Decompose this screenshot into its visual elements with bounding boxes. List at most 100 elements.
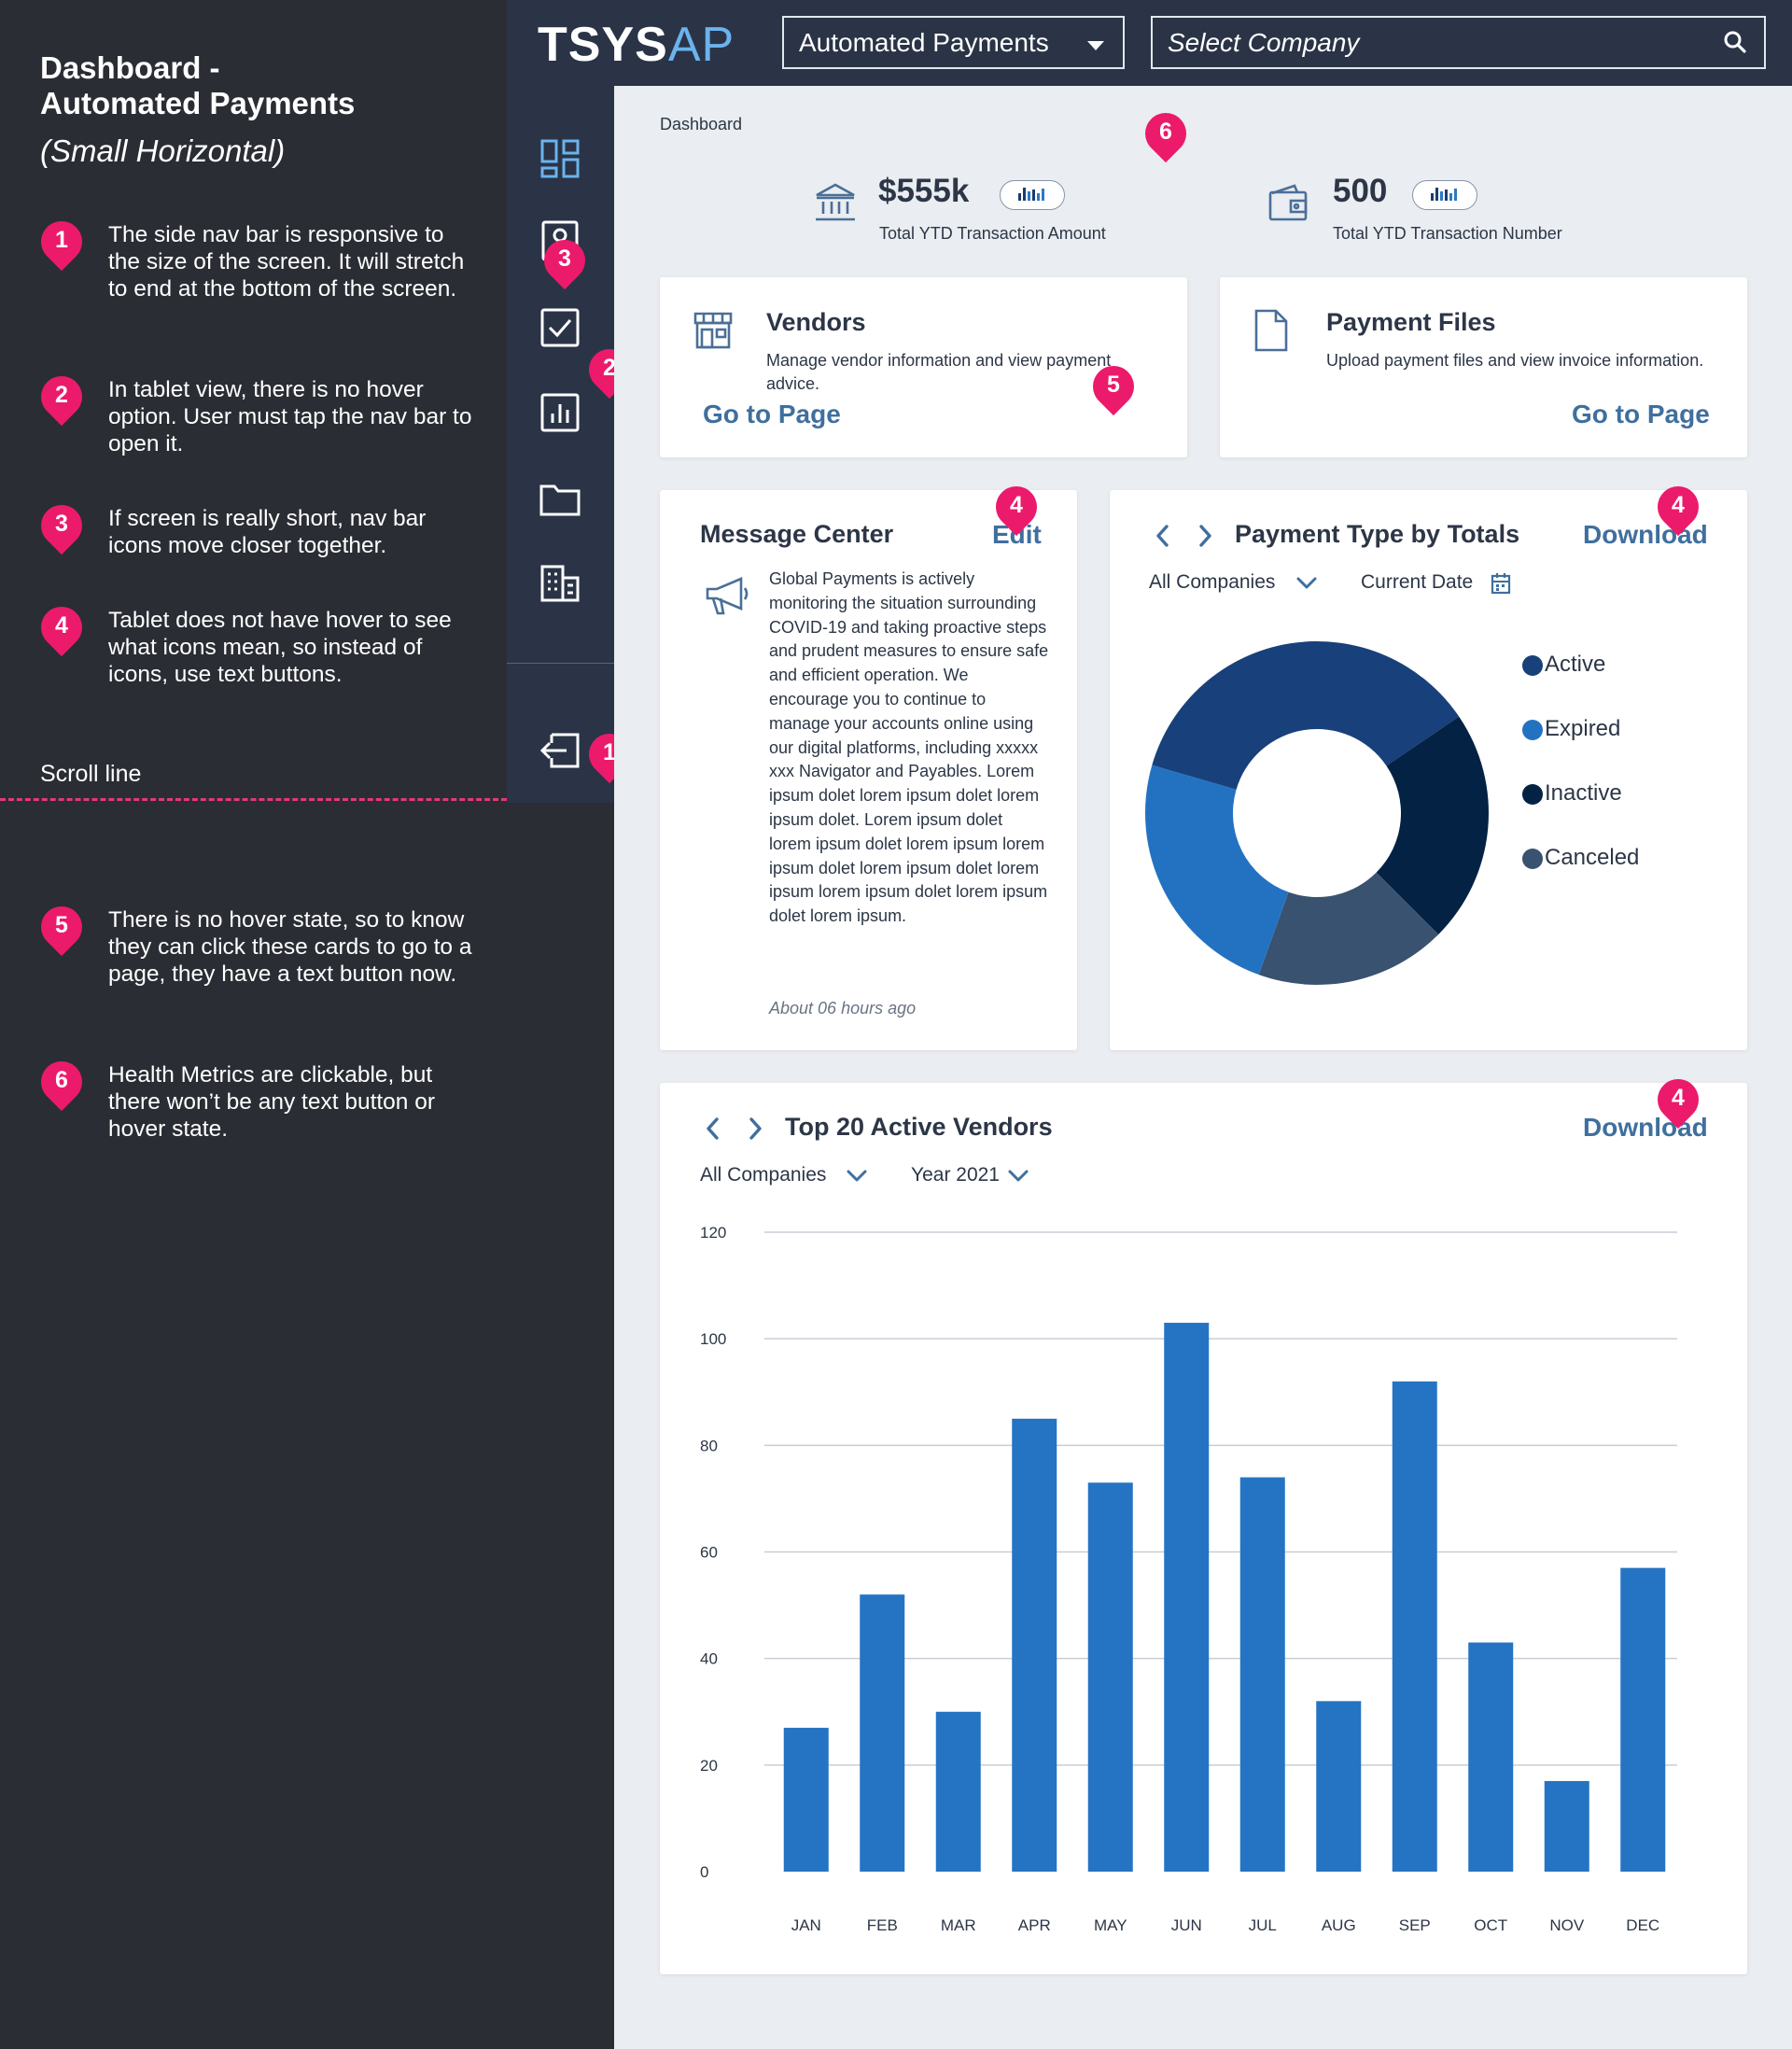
approvals-checkbox-icon[interactable] xyxy=(539,306,581,349)
year-filter-dropdown[interactable]: Year 2021 xyxy=(911,1164,1029,1186)
vendors-card[interactable] xyxy=(660,277,1187,457)
bar-jun xyxy=(1164,1323,1210,1872)
y-tick-label: 20 xyxy=(700,1757,718,1775)
legend-expired: Expired xyxy=(1522,716,1620,742)
x-tick-label: SEP xyxy=(1399,1916,1431,1934)
company-filter-label: All Companies xyxy=(1149,571,1276,593)
bar-may xyxy=(1087,1482,1133,1872)
metric-value: $555k xyxy=(878,173,970,209)
legend-active: Active xyxy=(1522,652,1605,678)
x-tick-label: DEC xyxy=(1626,1916,1659,1934)
pin-marker-icon: 2 xyxy=(580,340,639,400)
bar-aug xyxy=(1316,1701,1362,1872)
x-tick-label: MAY xyxy=(1094,1916,1127,1934)
folder-icon[interactable] xyxy=(539,477,581,520)
vendors-card-title: Vendors xyxy=(766,308,866,336)
company-search-input[interactable] xyxy=(1153,18,1713,67)
file-icon xyxy=(1252,308,1291,358)
pin-marker-icon: 6 xyxy=(32,1052,91,1112)
y-tick-label: 80 xyxy=(700,1437,718,1454)
legend-canceled: Canceled xyxy=(1522,845,1639,871)
metric-value: 500 xyxy=(1333,173,1388,209)
date-filter[interactable]: Current Date xyxy=(1361,571,1511,595)
metric-label: Total YTD Transaction Amount xyxy=(879,224,1106,243)
bar-dec xyxy=(1620,1567,1666,1872)
payment-files-go-to-page-button[interactable]: Go to Page xyxy=(1572,400,1710,428)
reports-chart-icon[interactable] xyxy=(539,391,581,434)
pin-marker-icon: 5 xyxy=(1084,357,1143,416)
date-filter-label: Current Date xyxy=(1361,571,1474,593)
notes-title: Dashboard - xyxy=(40,50,220,85)
x-tick-label: NOV xyxy=(1549,1916,1585,1934)
pin-marker-icon: 4 xyxy=(1648,1070,1708,1130)
notes-subtitle: (Small Horizontal) xyxy=(40,133,286,168)
bank-icon xyxy=(813,180,858,230)
company-filter-dropdown[interactable]: All Companies xyxy=(1149,571,1317,594)
payment-files-card-desc: Upload payment files and view invoice in… xyxy=(1326,351,1704,370)
bar-jan xyxy=(783,1727,829,1872)
pin-marker-icon: 3 xyxy=(32,496,91,555)
company-search-field[interactable] xyxy=(1151,16,1766,69)
x-tick-label: JUN xyxy=(1171,1916,1202,1934)
scroll-line-label: Scroll line xyxy=(40,761,142,787)
bar-oct xyxy=(1468,1642,1514,1872)
top-vendors-title: Top 20 Active Vendors xyxy=(785,1113,1053,1141)
breadcrumb[interactable]: Dashboard xyxy=(660,115,743,133)
payment-files-card[interactable] xyxy=(1220,277,1747,457)
chevron-down-icon xyxy=(1008,1170,1029,1182)
year-filter-label: Year 2021 xyxy=(911,1164,1000,1186)
x-tick-label: FEB xyxy=(867,1916,898,1934)
pin-marker-icon: 4 xyxy=(987,477,1046,537)
bar-mar xyxy=(935,1711,981,1872)
app-logo[interactable]: TSYSAP xyxy=(538,18,735,72)
wallet-icon xyxy=(1267,180,1311,230)
chevron-left-icon[interactable] xyxy=(702,1115,724,1143)
donut-slice-canceled xyxy=(1258,872,1439,985)
caret-down-icon xyxy=(1087,41,1104,50)
y-tick-label: 60 xyxy=(700,1544,718,1562)
scroll-line xyxy=(0,798,507,801)
store-icon xyxy=(692,310,735,356)
legend-swatch xyxy=(1522,720,1543,740)
sparkline-icon xyxy=(1000,180,1065,210)
bar-apr xyxy=(1012,1418,1057,1872)
chevron-right-icon[interactable] xyxy=(744,1115,766,1143)
vendors-go-to-page-button[interactable]: Go to Page xyxy=(703,400,841,428)
annotation-panel: Dashboard - Automated Payments (Small Ho… xyxy=(0,0,507,2049)
chevron-right-icon[interactable] xyxy=(1194,522,1216,550)
donut-slice-expired xyxy=(1145,765,1289,975)
legend-swatch xyxy=(1522,655,1543,676)
top-vendors-bar-chart: 0 20 40 60 80 100 120 JAN FEB MAR APR MAY JUN JUL AUG S… xyxy=(700,1224,1677,1934)
search-icon[interactable] xyxy=(1723,30,1747,59)
metric-label: Total YTD Transaction Number xyxy=(1333,224,1562,243)
pin-marker-icon: 1 xyxy=(580,724,639,784)
company-building-icon[interactable] xyxy=(539,562,581,605)
message-body: Global Payments is actively monitoring t… xyxy=(769,569,1049,926)
logout-icon[interactable] xyxy=(539,729,581,772)
x-tick-label: OCT xyxy=(1474,1916,1507,1934)
pin-marker-icon: 4 xyxy=(32,597,91,657)
note-text: Health Metrics are clickable, but there … xyxy=(108,1062,436,1142)
y-tick-label: 0 xyxy=(700,1863,708,1881)
pin-marker-icon: 2 xyxy=(32,367,91,427)
megaphone-icon xyxy=(704,574,750,622)
pin-marker-icon: 5 xyxy=(32,897,91,957)
message-center-title: Message Center xyxy=(700,520,894,548)
bar-feb xyxy=(860,1594,905,1872)
message-timestamp: About 06 hours ago xyxy=(769,999,917,1017)
note-text: There is no hover state, so to know they… xyxy=(108,907,472,987)
bar-jul xyxy=(1239,1477,1285,1872)
nav-divider xyxy=(507,663,614,664)
x-tick-label: MAR xyxy=(941,1916,976,1934)
chevron-left-icon[interactable] xyxy=(1152,522,1174,550)
bar-nov xyxy=(1544,1780,1589,1872)
x-tick-label: AUG xyxy=(1322,1916,1356,1934)
vendors-card-desc: Manage vendor information and view payme… xyxy=(766,351,1112,393)
chevron-down-icon xyxy=(1296,577,1317,589)
calendar-icon xyxy=(1491,573,1511,595)
company-filter-dropdown[interactable]: All Companies xyxy=(700,1164,867,1186)
dashboard-icon[interactable] xyxy=(539,137,581,180)
x-tick-label: JAN xyxy=(791,1916,821,1934)
app-selector-dropdown[interactable]: Automated Payments xyxy=(782,16,1125,69)
payment-type-donut-chart xyxy=(1145,640,1489,985)
